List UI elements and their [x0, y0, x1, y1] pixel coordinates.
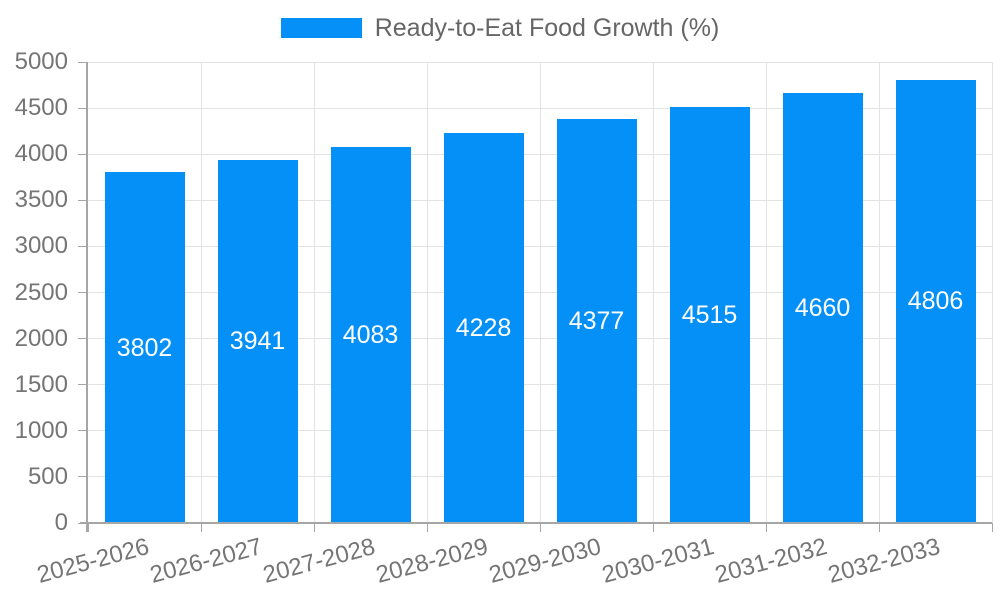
bar — [895, 79, 976, 523]
y-tick-mark — [78, 522, 86, 524]
bar-value-label: 3802 — [116, 333, 173, 362]
x-tick-mark — [200, 523, 202, 532]
x-grid-line — [200, 62, 202, 523]
y-axis-line — [86, 62, 88, 532]
x-tick-mark — [765, 523, 767, 532]
bar — [330, 146, 411, 523]
x-grid-line — [539, 62, 541, 523]
y-tick-label: 5000 — [14, 48, 68, 75]
bar-value-label: 4806 — [907, 287, 964, 316]
x-tick-mark — [426, 523, 428, 532]
x-tick-label: 2026-2027 — [146, 533, 265, 589]
x-grid-line — [878, 62, 880, 523]
bar — [556, 119, 637, 523]
y-tick-mark — [78, 476, 86, 478]
x-grid-line — [991, 62, 993, 523]
y-tick-label: 500 — [27, 462, 68, 490]
y-tick-label: 2500 — [14, 278, 68, 306]
y-tick-label: 3000 — [14, 232, 68, 260]
y-tick-label: 1000 — [14, 416, 68, 444]
x-tick-mark — [539, 523, 541, 532]
y-tick-mark — [78, 199, 86, 201]
y-tick-mark — [78, 292, 86, 293]
y-tick-label: 0 — [54, 509, 68, 536]
x-grid-line — [426, 62, 428, 523]
y-tick-mark — [78, 61, 86, 63]
x-tick-label: 2028-2029 — [372, 533, 491, 589]
y-tick-mark — [78, 338, 86, 340]
bar — [669, 106, 750, 523]
x-grid-line — [765, 62, 767, 523]
x-tick-mark — [652, 523, 654, 532]
legend-swatch — [280, 18, 362, 38]
bar-value-label: 4660 — [794, 294, 851, 323]
x-tick-label: 2029-2030 — [485, 533, 604, 589]
y-tick-label: 4000 — [14, 140, 68, 168]
bar — [104, 172, 185, 523]
y-tick-label: 3500 — [14, 186, 68, 214]
legend-label: Ready-to-Eat Food Growth (%) — [374, 14, 720, 42]
x-grid-line — [313, 62, 315, 523]
y-tick-mark — [78, 430, 86, 432]
y-tick-label: 4500 — [14, 94, 68, 122]
x-tick-mark — [991, 523, 993, 532]
bar-value-label: 4377 — [568, 307, 625, 336]
y-tick-mark — [78, 245, 86, 247]
bar-value-label: 4083 — [342, 320, 399, 349]
x-axis-line — [80, 522, 992, 524]
x-tick-mark — [87, 523, 89, 532]
x-tick-label: 2032-2033 — [824, 533, 943, 589]
y-tick-label: 1500 — [14, 370, 68, 398]
y-tick-mark — [78, 153, 86, 155]
bar-value-label: 4515 — [681, 300, 738, 329]
bar — [443, 133, 524, 523]
legend: Ready-to-Eat Food Growth (%) — [0, 14, 1000, 42]
bar-value-label: 4228 — [455, 314, 512, 343]
x-tick-mark — [313, 523, 315, 532]
y-tick-mark — [78, 384, 86, 386]
bar — [782, 93, 863, 523]
x-tick-label: 2025-2026 — [33, 533, 152, 589]
x-tick-label: 2027-2028 — [259, 533, 378, 589]
bar-value-label: 3941 — [229, 327, 286, 356]
x-grid-line — [652, 62, 654, 523]
x-tick-label: 2030-2031 — [598, 533, 717, 589]
x-tick-label: 2031-2032 — [711, 533, 830, 589]
y-tick-mark — [78, 107, 86, 109]
x-tick-mark — [878, 523, 880, 532]
bar — [217, 159, 298, 523]
y-tick-label: 2000 — [14, 324, 68, 352]
